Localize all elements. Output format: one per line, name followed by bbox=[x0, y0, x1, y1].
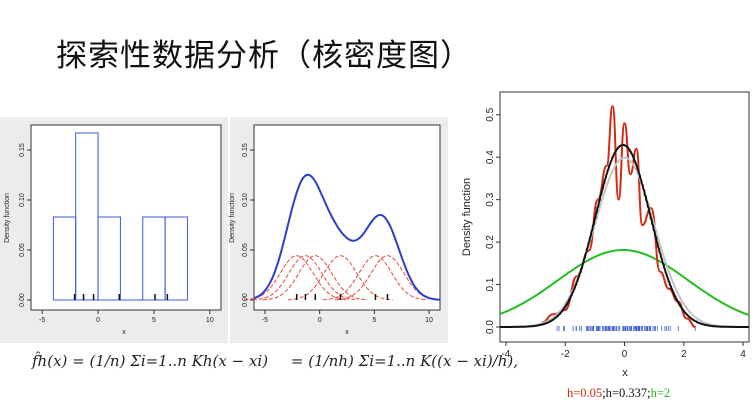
x-tick-label: 0 bbox=[318, 317, 322, 324]
plot-frame bbox=[253, 124, 441, 311]
y-tick-label: 0.15 bbox=[242, 143, 249, 157]
caption-sep: ; bbox=[602, 386, 606, 400]
formula-part-2: = (1/nh) Σi=1..n K((x − xi)/h), bbox=[290, 352, 518, 370]
x-tick-label: 4 bbox=[740, 349, 746, 360]
bandwidth-caption: h=0.05;h=0.337;h=2 bbox=[567, 386, 670, 401]
y-tick-label: 0.5 bbox=[485, 107, 496, 121]
kernel-curve bbox=[262, 255, 368, 301]
y-tick-label: 0.4 bbox=[485, 150, 496, 164]
y-tick-label: 0.0 bbox=[485, 320, 496, 334]
x-axis-label: x bbox=[622, 367, 628, 379]
kde-curve bbox=[253, 173, 441, 301]
x-tick-label: 10 bbox=[425, 317, 433, 324]
kde-formula: f̂h(x) = (1/n) Σi=1..n Kh(x − xi) = (1/n… bbox=[32, 352, 518, 402]
plot-frame bbox=[499, 91, 750, 343]
kde-plot: -5 0 5 10 0.00 0.05 0.10 0.15 x Density functio… bbox=[229, 117, 448, 343]
x-tick-label: 2 bbox=[681, 349, 687, 360]
x-tick-label: 5 bbox=[372, 317, 376, 324]
formula-part-1: f̂h(x) = (1/n) Σi=1..n Kh(x − xi) bbox=[32, 352, 269, 370]
x-axis-label: x bbox=[345, 329, 349, 336]
y-tick-label: 0.10 bbox=[19, 193, 26, 207]
y-axis-label: Density function bbox=[4, 193, 11, 243]
y-tick-label: 0.05 bbox=[19, 243, 26, 257]
x-tick-label: 0 bbox=[622, 349, 628, 360]
density-line bbox=[500, 143, 749, 328]
bandwidth-comparison-plot: -4 -2 0 2 4 0.0 0.1 0.2 0.3 0.4 0.5 x Density func… bbox=[461, 91, 750, 379]
caption-h1: h=0.05 bbox=[567, 386, 603, 400]
y-tick-label: 0.10 bbox=[242, 193, 249, 207]
y-tick-label: 0.1 bbox=[485, 277, 496, 291]
y-tick-label: 0.2 bbox=[485, 235, 496, 249]
caption-h2: h=0.337 bbox=[605, 386, 648, 400]
caption-sep: ; bbox=[647, 386, 651, 400]
x-tick-label: 10 bbox=[206, 317, 214, 324]
density-line bbox=[499, 249, 750, 317]
x-tick-label: -5 bbox=[39, 317, 45, 324]
y-tick-label: 0.00 bbox=[19, 293, 26, 307]
kernel-curve bbox=[244, 255, 350, 301]
y-tick-label: 0.3 bbox=[485, 192, 496, 206]
x-tick-label: 0 bbox=[96, 317, 100, 324]
y-tick-label: 0.15 bbox=[19, 143, 26, 157]
density-line bbox=[500, 156, 749, 328]
caption-h3: h=2 bbox=[650, 386, 671, 400]
x-tick-label: -2 bbox=[561, 349, 570, 360]
x-axis-label: x bbox=[122, 329, 126, 336]
page-title: 探索性数据分析（核密度图） bbox=[56, 38, 472, 74]
y-axis-label: Density function bbox=[461, 178, 473, 256]
x-tick-label: -5 bbox=[262, 317, 268, 324]
y-tick-label: 0.00 bbox=[242, 293, 249, 307]
x-tick-label: -4 bbox=[501, 349, 510, 360]
histogram-plot: -5 0 5 10 0.00 0.05 0.10 0.15 x Density functio… bbox=[0, 117, 228, 343]
x-tick-label: 5 bbox=[152, 317, 156, 324]
y-tick-label: 0.05 bbox=[242, 243, 249, 257]
y-axis-label: Density function bbox=[229, 193, 236, 243]
